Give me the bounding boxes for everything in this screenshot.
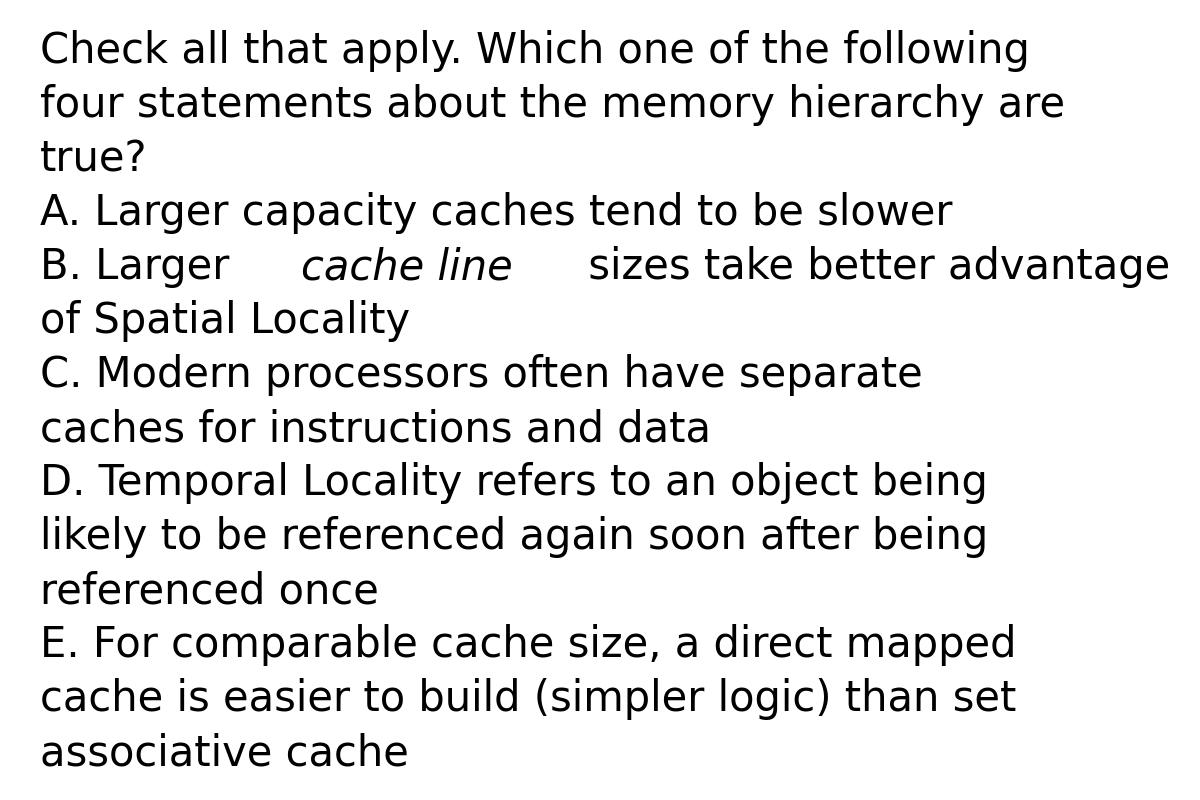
Text: C. Modern processors often have separate: C. Modern processors often have separate [40,354,923,396]
Text: likely to be referenced again soon after being: likely to be referenced again soon after… [40,516,989,558]
Text: B. Larger: B. Larger [40,246,242,288]
Text: A. Larger capacity caches tend to be slower: A. Larger capacity caches tend to be slo… [40,192,953,234]
Text: referenced once: referenced once [40,570,379,612]
Text: associative cache: associative cache [40,732,409,774]
Text: caches for instructions and data: caches for instructions and data [40,408,710,450]
Text: E. For comparable cache size, a direct mapped: E. For comparable cache size, a direct m… [40,624,1016,666]
Text: cache is easier to build (simpler logic) than set: cache is easier to build (simpler logic)… [40,678,1016,720]
Text: sizes take better advantage: sizes take better advantage [575,246,1170,288]
Text: cache line: cache line [301,246,514,288]
Text: true?: true? [40,138,148,180]
Text: D. Temporal Locality refers to an object being: D. Temporal Locality refers to an object… [40,462,988,504]
Text: four statements about the memory hierarchy are: four statements about the memory hierarc… [40,84,1066,126]
Text: of Spatial Locality: of Spatial Locality [40,300,410,342]
Text: Check all that apply. Which one of the following: Check all that apply. Which one of the f… [40,30,1030,72]
